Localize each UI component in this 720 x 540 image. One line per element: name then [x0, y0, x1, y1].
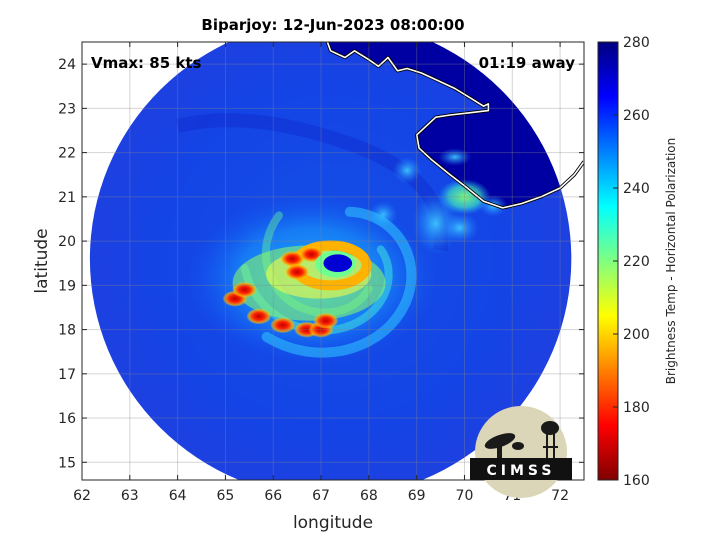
colorbar-tick-label: 240: [623, 181, 650, 197]
x-tick-label: 70: [456, 488, 474, 504]
vmax-annotation: Vmax: 85 kts: [91, 54, 201, 72]
y-tick-label: 19: [58, 278, 76, 294]
rain-band: [261, 206, 417, 358]
x-axis-label: longitude: [293, 513, 373, 533]
cimss-logo: CIMSS: [470, 406, 572, 498]
y-tick-label: 20: [58, 234, 76, 250]
y-tick-label: 16: [58, 411, 76, 427]
cloud-patch: [392, 157, 422, 184]
colorbar-tick-label: 220: [623, 254, 650, 270]
colorbar-tick-label: 200: [623, 327, 650, 343]
x-tick-label: 65: [217, 488, 235, 504]
satellite-dish-icon: [484, 433, 524, 458]
x-tick-label: 67: [312, 488, 330, 504]
cloud-patch: [440, 212, 479, 244]
brightness-temp-swath: [89, 42, 572, 480]
colorbar-tick-label: 280: [623, 35, 650, 51]
x-tick-label: 64: [169, 488, 187, 504]
y-axis-ticks: 15 16 17 18 19 20 21 22 23 24: [58, 57, 584, 471]
x-tick-label: 72: [551, 488, 569, 504]
y-tick-label: 17: [58, 367, 76, 383]
colorbar-label: Brightness Temp - Horizontal Polarizatio…: [664, 138, 678, 385]
logo-plate: [470, 458, 572, 480]
cloud-patch: [438, 148, 472, 166]
convective-cell: [284, 264, 310, 281]
convective-cell: [279, 250, 305, 267]
x-tick-label: 66: [264, 488, 282, 504]
colorbar-ticks: 160 180 200 220 240 260 280: [613, 35, 650, 489]
x-tick-label: 62: [73, 488, 91, 504]
time-offset-annotation: 01:19 away: [479, 54, 576, 72]
x-tick-label: 68: [360, 488, 378, 504]
chart-title: Biparjoy: 12-Jun-2023 08:00:00: [201, 16, 464, 34]
y-tick-label: 18: [58, 323, 76, 339]
y-tick-label: 21: [58, 190, 76, 206]
convective-cell: [232, 281, 257, 298]
logo-text: CIMSS: [487, 463, 556, 479]
coastline: [326, 42, 584, 209]
colorbar-tick-label: 260: [623, 108, 650, 124]
colorbar-tick-label: 180: [623, 400, 650, 416]
water-tower-icon: [541, 421, 559, 460]
y-tick-label: 23: [58, 101, 76, 117]
y-tick-label: 15: [58, 455, 76, 471]
y-tick-label: 22: [58, 146, 76, 162]
x-tick-label: 69: [408, 488, 426, 504]
convective-cell: [270, 317, 296, 334]
storm-core: [222, 240, 386, 338]
x-tick-label: 63: [121, 488, 139, 504]
axes-box: [81, 41, 585, 481]
colorbar-tick-label: 160: [623, 473, 650, 489]
convective-cell: [313, 312, 339, 329]
convective-cell: [246, 308, 272, 325]
y-tick-label: 24: [58, 57, 76, 73]
eye: [323, 254, 353, 273]
y-axis-label: latitude: [32, 228, 52, 293]
